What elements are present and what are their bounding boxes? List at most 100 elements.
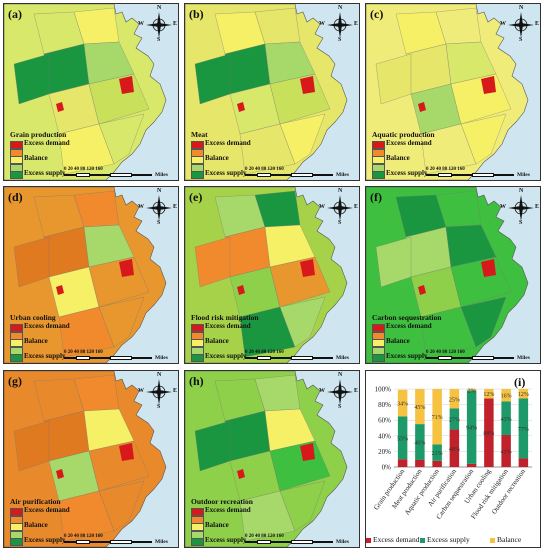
legend-swatch-supply	[420, 538, 425, 543]
scale-ticks: 0 20 40 80 120 160	[426, 167, 465, 172]
scale-unit: Miles	[336, 539, 349, 545]
map-panel-2: (b) N S E W Meat Excess demand Balance Exces…	[184, 3, 360, 181]
compass-n: N	[519, 5, 524, 11]
panel-label: (b)	[189, 7, 204, 21]
north-arrow-icon: N S E W	[319, 188, 359, 226]
legend-label: Balance	[24, 337, 48, 345]
compass-s: S	[157, 220, 161, 226]
map-panel-8: (h) N S E W Outdoor recreation Excess dema…	[184, 370, 360, 548]
legend-label: Excess demand	[205, 322, 251, 330]
bar-segment	[484, 389, 494, 399]
bar-segment	[449, 429, 460, 467]
north-arrow-icon: N S E W	[138, 188, 177, 226]
y-tick-label: 0%	[382, 464, 392, 472]
y-tick-label: 40%	[378, 432, 391, 440]
panel-label: (e)	[189, 190, 203, 204]
scale-graphic: Miles	[426, 172, 530, 178]
panel-label: (d)	[8, 190, 23, 204]
legend-label: Excess supply	[24, 536, 66, 544]
legend-label: Excess demand	[24, 139, 70, 147]
scale-bar: 0 20 40 80 120 160 Miles	[64, 534, 168, 545]
data-label: 45%	[414, 405, 425, 411]
compass-e: E	[354, 388, 359, 394]
scale-graphic: Miles	[64, 539, 168, 545]
map-panel-4: (d) N S E W Urban cooling Excess demand Bal…	[3, 186, 179, 364]
compass-w: W	[319, 388, 325, 394]
legend-label: Balance	[24, 154, 48, 162]
legend-label: Excess demand	[24, 506, 70, 514]
compass-w: W	[319, 204, 325, 210]
scale-ticks: 0 20 40 80 120 160	[426, 350, 465, 355]
north-arrow-icon: N S E W	[319, 372, 359, 410]
legend-label: Balance	[205, 521, 229, 529]
compass-e: E	[354, 204, 359, 210]
data-label: 77%	[518, 427, 529, 433]
bar-segment	[501, 401, 511, 436]
compass-s: S	[338, 404, 342, 410]
legend-label: Balance	[205, 154, 229, 162]
data-label: 12%	[518, 392, 529, 398]
scale-bar: 0 20 40 80 120 160 Miles	[426, 350, 530, 361]
map-image	[366, 187, 540, 363]
compass-rose-icon	[508, 195, 534, 221]
bar-segment	[466, 463, 477, 467]
map-image	[4, 371, 178, 547]
legend-label: Excess supply	[24, 352, 66, 360]
legend-label: Excess supply	[205, 536, 247, 544]
y-tick-label: 60%	[378, 417, 391, 425]
data-label: 2%	[468, 388, 476, 394]
compass-e: E	[535, 204, 540, 210]
bar-segment	[415, 459, 425, 467]
y-tick-label: 80%	[378, 401, 391, 409]
panel-label-i: (i)	[514, 375, 526, 389]
north-arrow-icon: N S E W	[319, 5, 358, 43]
legend-swatch-balance	[490, 538, 495, 543]
scale-unit: Miles	[155, 539, 168, 545]
compass-rose-icon	[508, 12, 534, 38]
north-arrow-icon: N S E W	[500, 5, 539, 43]
bar-segment	[415, 424, 425, 460]
legend-label: Excess demand	[24, 322, 70, 330]
bar-segment	[415, 389, 425, 425]
scale-graphic: Miles	[426, 355, 530, 361]
bar-segment	[501, 435, 511, 467]
map-panel-6: (f) N S E W Carbon sequestration Excess de…	[365, 186, 541, 364]
data-label: 46%	[414, 441, 425, 447]
compass-s: S	[519, 220, 523, 226]
data-label: 94%	[466, 426, 477, 432]
legend-swatch	[191, 354, 204, 362]
data-label: 25%	[449, 397, 460, 403]
scale-ticks: 0 20 40 80 120 160	[64, 167, 103, 172]
chart-panel: (i) 0% 20% 40% 60% 80% 100% Grain production Me…	[365, 370, 541, 548]
bar-segment	[432, 460, 442, 467]
compass-n: N	[338, 5, 343, 11]
compass-w: W	[138, 388, 144, 394]
compass-n: N	[519, 188, 524, 194]
compass-w: W	[500, 204, 506, 210]
compass-w: W	[138, 21, 144, 27]
bar-segment	[518, 398, 529, 459]
legend-title: Grain production	[10, 130, 67, 139]
legend-label: Balance	[386, 154, 410, 162]
panel-label: (h)	[189, 374, 204, 388]
compass-w: W	[500, 21, 506, 27]
panel-label: (a)	[8, 7, 22, 21]
map-image	[4, 187, 178, 363]
y-tick-label: 100%	[375, 386, 392, 394]
compass-s: S	[338, 220, 342, 226]
legend-swatch	[372, 171, 385, 179]
legend-label: Excess supply	[386, 352, 428, 360]
legend-swatch-demand	[366, 538, 371, 543]
compass-w: W	[319, 21, 325, 27]
data-label: 88%	[483, 431, 494, 437]
map-image	[366, 4, 540, 180]
scale-graphic: Miles	[64, 355, 168, 361]
data-label: 12%	[483, 392, 494, 398]
legend-label: Excess supply	[24, 169, 66, 177]
bar-segment	[432, 444, 442, 461]
scale-graphic: Miles	[245, 355, 349, 361]
compass-n: N	[157, 372, 162, 378]
legend-swatch	[372, 354, 385, 362]
map-panel-7: (g) N S E W Air purification Excess demand…	[3, 370, 179, 548]
